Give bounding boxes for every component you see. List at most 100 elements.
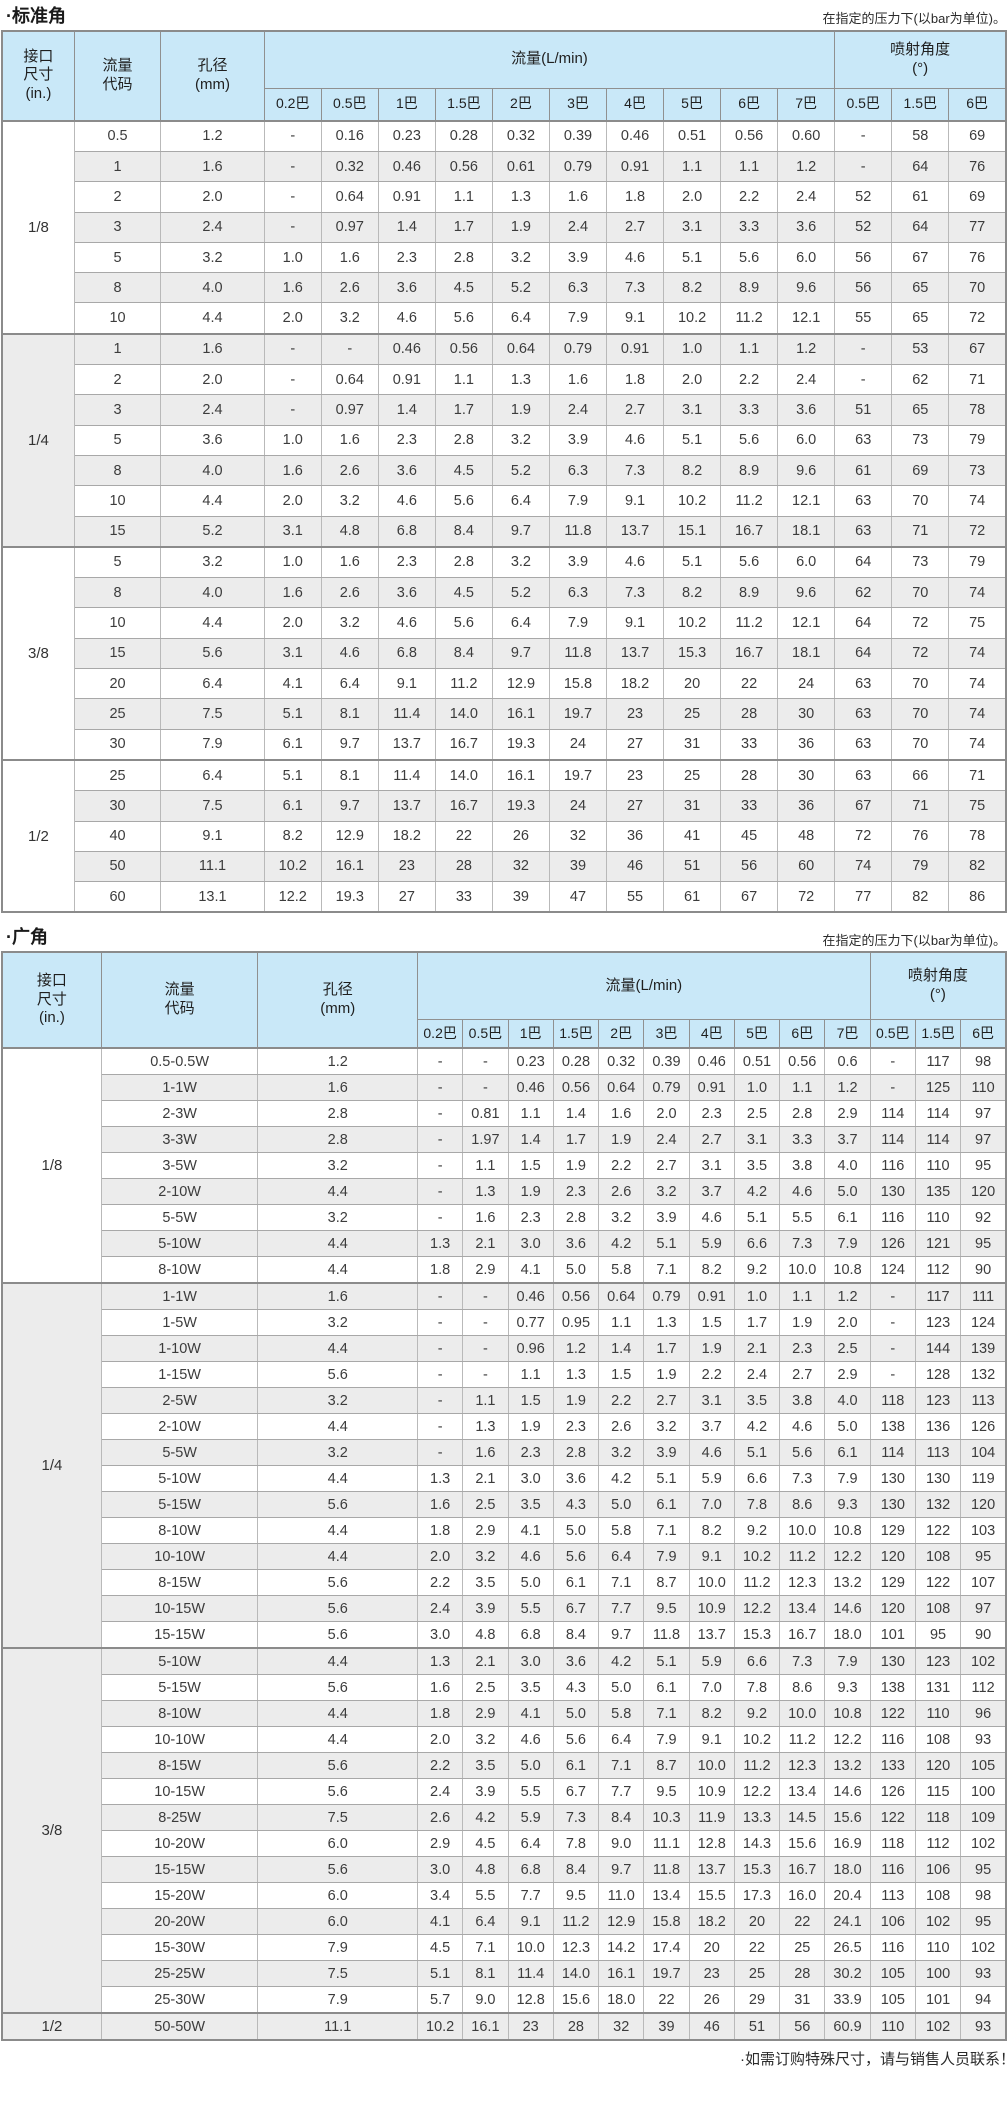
flow-cell: 3.2	[462, 1543, 509, 1571]
flow-cell: 7.9	[548, 302, 608, 335]
flow-cell: 3.2	[643, 1413, 690, 1441]
angle-cell: 73	[891, 545, 950, 579]
table-row: 15-20W 6.0 3.4 5.5 7.7 9.5 11.0 13.4 15.5 17.3 16.…	[2, 1882, 1007, 1910]
flow-code-cell: 15	[73, 637, 162, 670]
port-size-cell: 1/2	[1, 2012, 102, 2041]
flow-cell: 33	[720, 728, 779, 761]
flow-cell: 28	[434, 850, 493, 883]
flow-cell: 1.8	[416, 1700, 464, 1728]
header-spray-angle: 喷射角度 (°)	[834, 30, 1007, 89]
angle-cell: 126	[869, 1778, 916, 1806]
flow-cell: 2.2	[416, 1752, 464, 1780]
flow-cell: 3.7	[824, 1126, 871, 1154]
flow-cell: 6.1	[824, 1439, 871, 1467]
flow-cell: 10.2	[663, 607, 722, 639]
flow-code-cell: 1-10W	[100, 1335, 259, 1363]
flow-cell: -	[416, 1047, 464, 1076]
flow-cell: 61	[663, 881, 722, 913]
flow-cell: 5.6	[552, 1726, 600, 1754]
flow-cell: 56	[779, 2012, 826, 2041]
flow-cell: 5.1	[263, 698, 322, 730]
flow-cell: 55	[605, 881, 665, 913]
standard-angle-title-row: ·标准角 在指定的压力下(以bar为单位)。	[0, 6, 1008, 30]
angle-cell: 67	[834, 790, 893, 822]
flow-cell: 10.2	[263, 850, 322, 883]
table-row: 40 9.1 8.2 12.9 18.2 22 26 32 36 41 45 48 72 76 78	[2, 820, 1007, 852]
flow-cell: 9.1	[605, 302, 665, 335]
table-row: 5 3.2 1.0 1.6 2.3 2.8 3.2 3.9 4.6 5.1 5.6 6.0 56 67 76	[2, 241, 1007, 274]
flow-cell: 39	[491, 881, 550, 913]
angle-cell: 118	[914, 1804, 962, 1832]
flow-cell: 48	[777, 820, 836, 852]
flow-cell: 16.1	[491, 698, 550, 730]
flow-cell: 4.6	[377, 485, 436, 517]
flow-cell: 5.1	[263, 758, 322, 792]
flow-cell: 4.6	[377, 302, 436, 335]
flow-code-cell: 8-10W	[100, 1517, 259, 1545]
header-port-size: 接口 尺寸 (in.)	[1, 30, 75, 122]
header-flow-pressure-3: 1.5巴	[552, 1019, 600, 1049]
angle-cell: 95	[960, 1543, 1007, 1571]
flow-cell: 15.6	[779, 1830, 826, 1858]
angle-cell: 108	[914, 1882, 962, 1910]
angle-cell: 63	[834, 698, 893, 730]
angle-cell: 65	[891, 394, 950, 426]
flow-cell: 9.3	[824, 1674, 871, 1702]
flow-cell: 13.7	[688, 1621, 735, 1649]
flow-cell: 26	[491, 820, 550, 852]
table-row: 10 4.4 2.0 3.2 4.6 5.6 6.4 7.9 9.1 10.2 11.2 12.1 64…	[2, 607, 1007, 639]
angle-cell: 63	[834, 485, 893, 517]
flow-cell: 1.4	[377, 211, 436, 243]
flow-cell: 4.5	[462, 1830, 509, 1858]
table-row: 3-5W 3.2-1.1 1.5 1.9 2.2 2.7 3.1 3.5 3.8 4.0 116 11…	[2, 1152, 1007, 1180]
angle-cell: 70	[891, 485, 950, 517]
flow-cell: 1.1	[779, 1074, 826, 1102]
flow-code-cell: 10-20W	[100, 1830, 259, 1858]
angle-cell: 93	[960, 1960, 1007, 1988]
flow-cell: 0.6	[824, 1047, 871, 1076]
angle-cell: 74	[948, 577, 1007, 609]
flow-cell: 4.6	[605, 241, 665, 274]
flow-cell: 1.9	[507, 1413, 554, 1441]
flow-cell: 14.2	[598, 1934, 645, 1962]
flow-code-cell: 30	[73, 790, 162, 822]
header-flow-code: 流量 代码	[73, 30, 162, 122]
angle-cell: 102	[914, 1908, 962, 1936]
flow-cell: 7.9	[548, 607, 608, 639]
flow-cell: 9.7	[320, 728, 379, 761]
flow-cell: 18.1	[777, 637, 836, 670]
flow-cell: 0.64	[491, 332, 550, 366]
flow-cell: 4.6	[320, 637, 379, 670]
angle-cell: 56	[834, 241, 893, 274]
flow-cell: 8.4	[552, 1856, 600, 1884]
angle-cell: 132	[960, 1361, 1007, 1389]
flow-cell: 11.2	[733, 1752, 781, 1780]
flow-code-cell: 10-15W	[100, 1778, 259, 1806]
flow-cell: 11.4	[377, 698, 436, 730]
flow-cell: 1.2	[777, 150, 836, 183]
flow-cell: 16.7	[434, 790, 493, 822]
header-flow-pressure-9: 7巴	[824, 1019, 871, 1049]
flow-cell: 5.6	[434, 607, 493, 639]
flow-cell: 0.77	[507, 1309, 554, 1337]
table-row: 5-15W 5.6 1.6 2.5 3.5 4.3 5.0 6.1 7.0 7.8 8.6 9.3 13…	[2, 1674, 1007, 1702]
angle-cell: 71	[891, 790, 950, 822]
angle-cell: 52	[834, 211, 893, 243]
flow-cell: 12.1	[777, 485, 836, 517]
table-row: 10-15W 5.6 2.4 3.9 5.5 6.7 7.7 9.5 10.9 12.2 13.4 1…	[2, 1595, 1007, 1623]
flow-cell: 0.64	[598, 1282, 645, 1311]
flow-cell: 3.6	[777, 394, 836, 426]
flow-code-cell: 8	[73, 454, 162, 487]
flow-cell: 0.46	[688, 1047, 735, 1076]
flow-cell: 24	[548, 790, 608, 822]
flow-cell: 2.4	[416, 1595, 464, 1623]
orifice-cell: 4.4	[257, 1256, 418, 1284]
header-flow-pressure-5: 3巴	[548, 87, 608, 122]
flow-cell: 4.5	[416, 1934, 464, 1962]
angle-cell: 102	[960, 1647, 1007, 1676]
flow-cell: 1.6	[598, 1100, 645, 1128]
flow-cell: 5.5	[507, 1778, 554, 1806]
flow-cell: 24.1	[824, 1908, 871, 1936]
flow-cell: 23	[377, 850, 436, 883]
flow-cell: 8.9	[720, 272, 779, 304]
